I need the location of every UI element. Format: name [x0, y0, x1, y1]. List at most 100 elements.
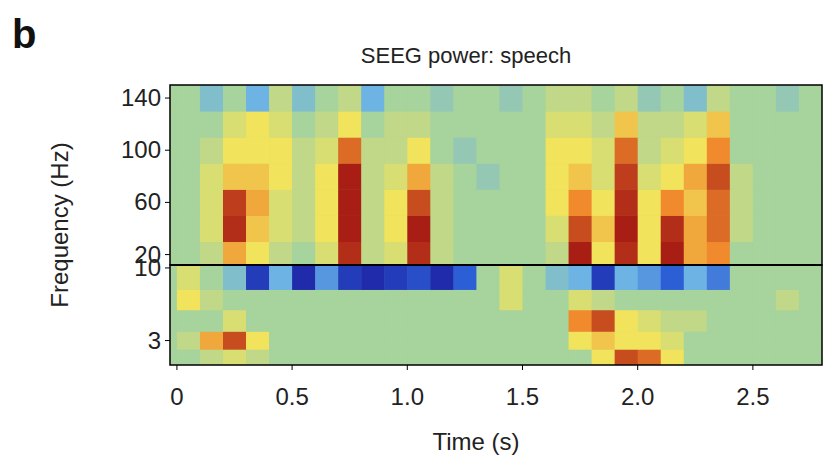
cell	[177, 349, 201, 365]
cell	[730, 242, 754, 265]
x-tick	[176, 365, 177, 370]
cell	[776, 189, 800, 216]
cell	[707, 265, 731, 290]
cell	[569, 265, 593, 290]
cell	[292, 349, 316, 365]
cell	[292, 189, 316, 216]
cell	[615, 189, 639, 216]
cell	[338, 85, 362, 112]
cell	[546, 310, 570, 332]
cell	[384, 215, 408, 242]
cell	[730, 189, 754, 216]
cell	[292, 163, 316, 190]
cell	[430, 163, 454, 190]
cell	[361, 163, 385, 190]
cell	[269, 331, 293, 349]
cell	[246, 163, 270, 190]
cell	[430, 189, 454, 216]
cell	[753, 215, 777, 242]
cell	[753, 242, 777, 265]
cell	[246, 349, 270, 365]
cell	[361, 189, 385, 216]
cell	[499, 215, 523, 242]
cell	[730, 85, 754, 112]
cell	[384, 189, 408, 216]
cell	[592, 85, 616, 112]
cell	[246, 310, 270, 332]
cell	[499, 163, 523, 190]
cell	[684, 163, 708, 190]
cell	[499, 189, 523, 216]
cell	[776, 331, 800, 349]
cell	[753, 331, 777, 349]
cell	[799, 265, 822, 290]
cell	[430, 310, 454, 332]
cell	[753, 310, 777, 332]
cell	[522, 289, 546, 310]
cell	[615, 265, 639, 290]
cell	[592, 215, 616, 242]
x-tick	[407, 365, 408, 370]
cell	[707, 137, 731, 164]
cell	[776, 111, 800, 138]
cell	[499, 137, 523, 164]
cell	[499, 289, 523, 310]
cell	[453, 349, 477, 365]
cell	[569, 111, 593, 138]
cell	[292, 242, 316, 265]
cell	[661, 85, 685, 112]
cell	[384, 289, 408, 310]
cell	[315, 137, 339, 164]
cell	[407, 331, 431, 349]
cell	[799, 349, 822, 365]
cell	[453, 215, 477, 242]
cell	[476, 137, 500, 164]
cell	[430, 85, 454, 112]
frame	[170, 265, 822, 365]
cell	[361, 137, 385, 164]
cell	[592, 265, 616, 290]
cell	[499, 265, 523, 290]
y-tick	[165, 340, 170, 341]
cell	[776, 137, 800, 164]
cell	[315, 331, 339, 349]
cell	[730, 310, 754, 332]
cell	[776, 310, 800, 332]
cell	[177, 111, 201, 138]
cell	[707, 331, 731, 349]
cell	[292, 111, 316, 138]
cell	[177, 137, 201, 164]
cell	[569, 163, 593, 190]
cell	[569, 349, 593, 365]
cell	[177, 215, 201, 242]
cell	[476, 242, 500, 265]
cell	[776, 215, 800, 242]
cell	[430, 289, 454, 310]
cell	[730, 349, 754, 365]
cell	[776, 265, 800, 290]
cell	[522, 85, 546, 112]
chart: 2060100140SEEG power: speechbFrequency (…	[0, 0, 834, 471]
cell	[661, 310, 685, 332]
cell	[661, 163, 685, 190]
cell	[292, 331, 316, 349]
cell	[292, 215, 316, 242]
cell	[753, 289, 777, 310]
cell	[315, 111, 339, 138]
x-tick	[292, 365, 293, 370]
cell	[661, 242, 685, 265]
cell	[361, 265, 385, 290]
cell	[522, 310, 546, 332]
cell	[546, 85, 570, 112]
cell	[615, 331, 639, 349]
cell	[615, 137, 639, 164]
cell	[384, 310, 408, 332]
cell	[246, 189, 270, 216]
cell	[638, 349, 662, 365]
cell	[223, 289, 247, 310]
cell	[707, 242, 731, 265]
cell	[684, 85, 708, 112]
cell	[592, 189, 616, 216]
cell	[453, 331, 477, 349]
cell	[684, 215, 708, 242]
